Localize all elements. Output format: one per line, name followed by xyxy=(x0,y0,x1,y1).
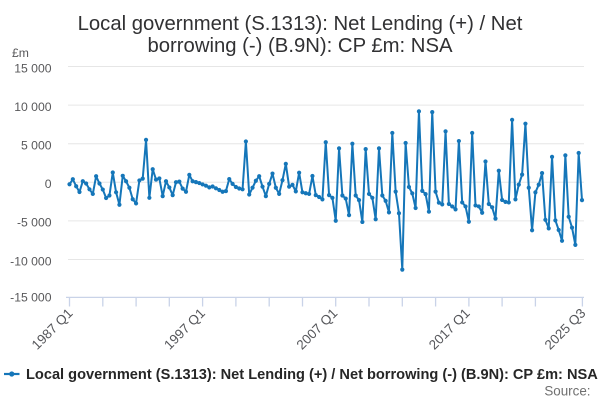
svg-text:£m: £m xyxy=(12,46,29,60)
svg-text:Local government (S.1313): Net: Local government (S.1313): Net Lending (… xyxy=(26,367,598,383)
svg-text:-10 000: -10 000 xyxy=(10,254,52,268)
svg-text:Source:: Source: xyxy=(544,383,590,398)
svg-text:-15 000: -15 000 xyxy=(10,290,52,304)
svg-text:borrowing (-) (B.9N): CP £m: N: borrowing (-) (B.9N): CP £m: NSA xyxy=(147,35,453,57)
svg-text:5 000: 5 000 xyxy=(21,139,52,153)
svg-text:10 000: 10 000 xyxy=(14,100,51,114)
svg-text:15 000: 15 000 xyxy=(14,61,51,75)
svg-text:0: 0 xyxy=(45,177,52,191)
svg-text:Local government (S.1313): Net: Local government (S.1313): Net Lending (… xyxy=(78,13,523,35)
svg-text:-5 000: -5 000 xyxy=(17,216,52,230)
